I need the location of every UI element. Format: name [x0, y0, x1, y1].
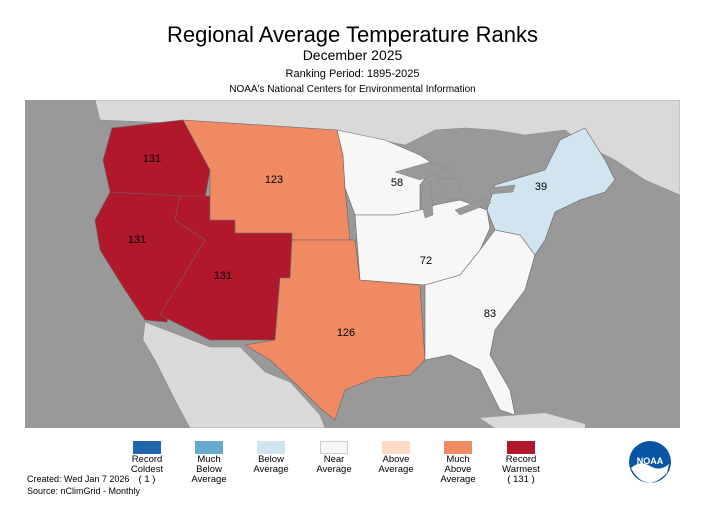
legend-below: Below Average — [241, 441, 301, 475]
rank-label-west: 131 — [128, 234, 146, 246]
created-date: Created: Wed Jan 7 2026 — [27, 474, 130, 484]
legend-line: Much — [446, 454, 470, 465]
rank-label-northwest: 131 — [143, 153, 161, 165]
legend-line: Above — [382, 454, 410, 465]
us-regional-map: 131 131 131 123 126 58 72 83 39 — [25, 100, 680, 428]
legend-line: Much — [197, 454, 221, 465]
legend-line: Average — [253, 464, 289, 475]
region-ohio-valley[interactable] — [354, 199, 491, 286]
legend-swatch — [444, 441, 472, 454]
legend-swatch — [507, 441, 535, 454]
region-northeast[interactable] — [486, 127, 616, 256]
legend-record-coldest: Record Coldest ( 1 ) — [117, 441, 177, 485]
legend-above: Above Average — [366, 441, 426, 475]
legend-line: ( 131 ) — [507, 474, 535, 485]
legend-swatch — [382, 441, 410, 454]
rank-label-southeast: 83 — [484, 308, 496, 320]
legend-line: Record — [505, 454, 537, 465]
mexico — [142, 321, 326, 428]
map-subtitle: December 2025 — [302, 47, 403, 63]
legend-line: Average — [378, 464, 414, 475]
lake-superior — [394, 161, 451, 181]
legend-swatch — [133, 441, 161, 454]
regions — [94, 119, 616, 421]
legend-line: Below — [258, 454, 284, 465]
legend-line: Record — [131, 454, 163, 465]
legend-swatch — [257, 441, 285, 454]
legend-line: Above — [444, 464, 472, 475]
rank-label-south: 126 — [337, 327, 355, 339]
rank-label-northeast: 39 — [535, 181, 547, 193]
legend-line: Warmest — [502, 464, 540, 475]
legend-swatch — [195, 441, 223, 454]
agency-label: NOAA's National Centers for Environmenta… — [229, 84, 476, 95]
lake-huron — [436, 177, 466, 201]
logo-text: NOAA — [637, 456, 664, 466]
lake-ontario — [489, 184, 516, 195]
rank-label-southwest: 131 — [214, 270, 232, 282]
legend-swatch — [320, 441, 348, 454]
legend-line: Average — [191, 474, 227, 485]
ranking-period: Ranking Period: 1895-2025 — [285, 68, 420, 80]
rank-label-ohio-valley: 72 — [420, 255, 432, 267]
legend-line: Below — [196, 464, 222, 475]
legend-record-warmest: Record Warmest ( 131 ) — [491, 441, 551, 485]
legend-near: Near Average — [304, 441, 364, 475]
rank-label-northern-rockies-plains: 123 — [265, 174, 283, 186]
map-title: Regional Average Temperature Ranks — [167, 22, 538, 47]
legend-much-below: Much Below Average — [179, 441, 239, 485]
great-lakes — [394, 161, 516, 219]
lake-erie — [454, 197, 492, 216]
cuba — [480, 413, 585, 428]
rank-label-upper-midwest: 58 — [391, 177, 403, 189]
noaa-logo: NOAA — [629, 441, 671, 483]
logo-wave — [631, 463, 669, 483]
lake-michigan — [420, 181, 434, 219]
legend-line: Average — [316, 464, 352, 475]
legend-line: Average — [440, 474, 476, 485]
legend-line: Near — [323, 454, 345, 465]
region-southeast[interactable] — [424, 229, 536, 416]
legend-line: ( 1 ) — [138, 474, 156, 485]
legend-line: Coldest — [130, 464, 164, 475]
data-source: Source: nClimGrid - Monthly — [27, 486, 141, 496]
legend-much-above: Much Above Average — [428, 441, 488, 485]
